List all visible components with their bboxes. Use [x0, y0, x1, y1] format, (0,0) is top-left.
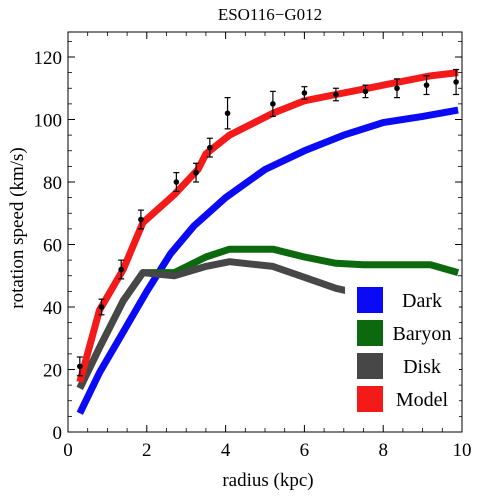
y-tick-label: 60 — [43, 236, 62, 257]
data-point — [423, 82, 430, 88]
legend-swatch-dark — [357, 287, 383, 313]
data-point — [77, 363, 83, 370]
x-axis-ticks: 0 2 4 6 8 10 — [63, 32, 472, 461]
y-tick-label: 0 — [53, 423, 63, 444]
x-tick-label: 10 — [453, 440, 472, 461]
data-point — [270, 101, 276, 107]
y-tick-label: 80 — [43, 173, 62, 194]
data-point — [453, 79, 459, 85]
data-point — [333, 91, 339, 98]
y-axis-label: rotation speed (km/s) — [7, 147, 28, 308]
y-tick-label: 120 — [34, 48, 63, 69]
data-point — [224, 110, 231, 117]
x-tick-label: 6 — [300, 440, 310, 461]
y-tick-label: 20 — [43, 361, 62, 382]
legend-label-model: Model — [396, 389, 449, 411]
data-point — [362, 88, 369, 95]
chart-title: ESO116−G012 — [218, 5, 322, 24]
series-line-dark — [76, 106, 459, 415]
x-tick-label: 4 — [221, 440, 231, 461]
y-axis-ticks: 0 20 40 60 80 100 120 — [34, 40, 462, 444]
data-point — [173, 179, 180, 185]
legend: Dark Baryon Disk Model — [345, 282, 459, 418]
x-tick-label: 0 — [63, 440, 73, 461]
data-point — [193, 169, 199, 176]
legend-swatch-model — [357, 386, 383, 412]
data-point — [301, 90, 308, 96]
legend-label-dark: Dark — [402, 290, 442, 312]
y-tick-label: 40 — [43, 298, 62, 319]
legend-label-disk: Disk — [403, 356, 441, 378]
observation-points — [76, 68, 460, 377]
data-point — [138, 216, 144, 223]
data-point — [98, 304, 105, 310]
legend-swatch-disk — [357, 353, 383, 379]
x-tick-label: 8 — [378, 440, 388, 461]
x-axis-label: radius (kpc) — [222, 470, 313, 491]
y-tick-label: 100 — [34, 111, 63, 132]
data-point — [207, 144, 213, 151]
legend-swatch-baryon — [357, 320, 383, 346]
series-line-model — [76, 69, 459, 383]
x-tick-label: 2 — [142, 440, 152, 461]
legend-label-baryon: Baryon — [393, 323, 452, 345]
data-point — [394, 85, 400, 92]
data-point — [118, 266, 124, 273]
